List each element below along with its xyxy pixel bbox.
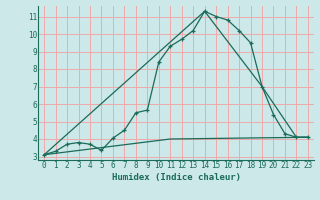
X-axis label: Humidex (Indice chaleur): Humidex (Indice chaleur) [111,173,241,182]
